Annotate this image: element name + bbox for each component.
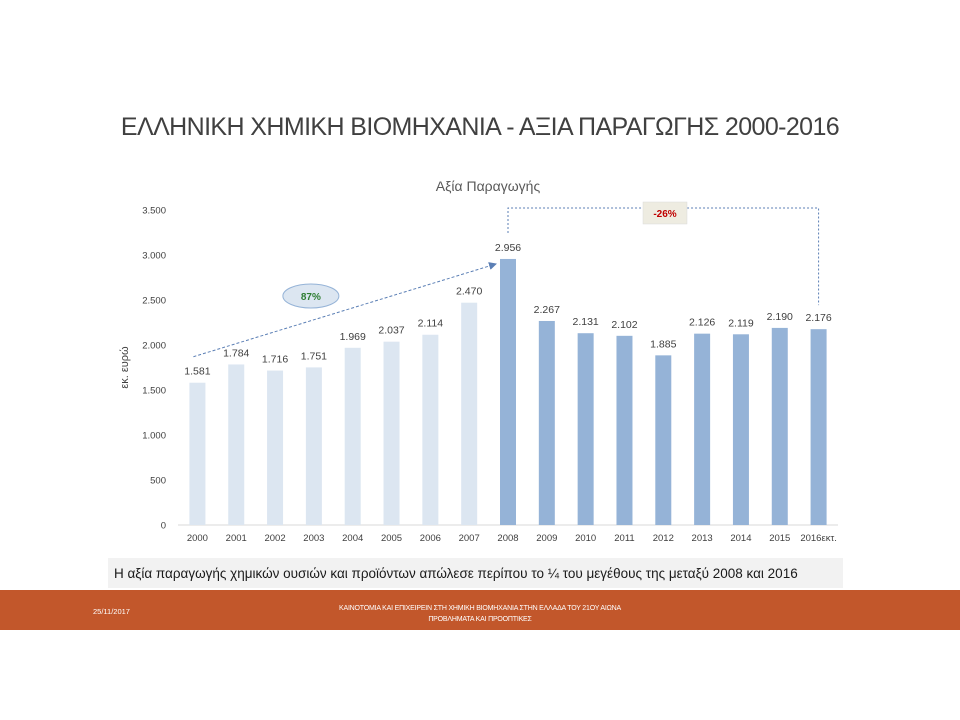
bar	[732, 334, 749, 525]
y-tick-label: 3.000	[142, 251, 166, 262]
bar	[810, 329, 827, 525]
bar-value-label: 2.126	[689, 317, 715, 329]
x-tick-label: 2007	[459, 533, 480, 544]
bar-value-label: 2.956	[495, 242, 521, 254]
bar	[538, 320, 555, 525]
caption-text: Η αξία παραγωγής χημικών ουσιών και προϊ…	[114, 566, 798, 581]
bar	[305, 367, 322, 525]
bar	[461, 302, 478, 525]
y-tick-label: 1.500	[142, 386, 166, 397]
growth-arrow	[193, 262, 497, 358]
bar	[383, 341, 400, 525]
bar-value-label: 2.114	[418, 318, 444, 330]
x-tick-label: 2014	[730, 533, 751, 544]
y-tick-label: 500	[150, 476, 166, 487]
x-tick-label: 2000	[187, 533, 208, 544]
bar-value-label: 2.176	[805, 312, 831, 324]
caption-box: Η αξία παραγωγής χημικών ουσιών και προϊ…	[108, 558, 843, 588]
bar	[344, 347, 361, 525]
y-tick-label: 3.500	[142, 206, 166, 217]
bar	[189, 382, 206, 525]
x-tick-label: 2008	[497, 533, 518, 544]
y-tick-label: 2.000	[142, 341, 166, 352]
x-tick-label: 2001	[226, 533, 247, 544]
x-tick-label: 2004	[342, 533, 363, 544]
y-tick-label: 1.000	[142, 431, 166, 442]
bar-value-label: 2.190	[767, 311, 793, 323]
x-tick-label: 2005	[381, 533, 402, 544]
footer-center: ΚΑΙΝΟΤΟΜΙΑ ΚΑΙ ΕΠΙΧΕΙΡΕΙΝ ΣΤΗ ΧΗΜΙΚΗ ΒΙΟ…	[0, 603, 960, 625]
bar	[500, 258, 516, 525]
x-tick-label: 2010	[575, 533, 596, 544]
footer-band: 25/11/2017 ΚΑΙΝΟΤΟΜΙΑ ΚΑΙ ΕΠΙΧΕΙΡΕΙΝ ΣΤΗ…	[0, 590, 960, 630]
bar	[267, 370, 284, 525]
slide-title: ΕΛΛΗΝΙΚΗ ΧΗΜΙΚΗ ΒΙΟΜΗΧΑΝΙΑ - ΑΞΙΑ ΠΑΡΑΓΩ…	[120, 113, 840, 141]
bar	[694, 333, 711, 525]
x-tick-label: 2013	[692, 533, 713, 544]
bar	[771, 327, 788, 525]
x-tick-label: 2006	[420, 533, 441, 544]
x-tick-label: 2012	[653, 533, 674, 544]
bar-value-label: 2.037	[378, 325, 404, 337]
bar-value-label: 2.267	[534, 304, 560, 316]
bar	[577, 333, 594, 525]
bar-value-label: 1.751	[301, 350, 327, 362]
x-tick-label: 2016εκτ.	[800, 533, 837, 544]
y-axis-title: εκ. ευρώ	[119, 346, 131, 389]
growth-annotation-ellipse	[282, 283, 340, 309]
decline-annotation-box	[642, 201, 688, 225]
x-tick-label: 2011	[614, 533, 634, 544]
footer-line-2: ΠΡΟΒΛΗΜΑΤΑ ΚΑΙ ΠΡΟΟΠΤΙΚΕΣ	[428, 616, 532, 623]
bar-value-label: 1.784	[223, 347, 249, 359]
x-tick-label: 2009	[536, 533, 557, 544]
chart-title: Αξία Παραγωγής	[436, 178, 541, 194]
production-value-chart: Αξία Παραγωγής εκ. ευρώ 0 500 1.000 1.500 2.00…	[119, 178, 838, 544]
bar	[228, 364, 245, 525]
bar	[616, 335, 633, 525]
bar	[422, 334, 439, 525]
bar-value-label: 1.885	[650, 338, 676, 350]
bar-value-label: 1.969	[340, 331, 366, 343]
footer-date: 25/11/2017	[93, 607, 130, 616]
x-tick-label: 2015	[769, 533, 790, 544]
growth-annotation-label: 87%	[301, 292, 321, 303]
x-tick-label: 2002	[264, 533, 285, 544]
chart-panel: Αξία Παραγωγής εκ. ευρώ 0 500 1.000 1.500 2.00…	[108, 165, 843, 555]
x-tick-label: 2003	[303, 533, 324, 544]
decline-annotation-label: -26%	[653, 209, 676, 220]
bar-value-label: 2.119	[728, 317, 754, 329]
footer-line-1: ΚΑΙΝΟΤΟΜΙΑ ΚΑΙ ΕΠΙΧΕΙΡΕΙΝ ΣΤΗ ΧΗΜΙΚΗ ΒΙΟ…	[339, 605, 621, 612]
bar-value-label: 1.716	[262, 354, 288, 366]
bar	[655, 355, 672, 525]
bar-value-label: 2.470	[456, 286, 482, 298]
y-tick-label: 2.500	[142, 296, 166, 307]
bar-value-label: 1.581	[184, 366, 210, 378]
bar-value-label: 2.102	[611, 319, 637, 331]
y-tick-label: 0	[161, 521, 166, 532]
bar-value-label: 2.131	[573, 316, 599, 328]
